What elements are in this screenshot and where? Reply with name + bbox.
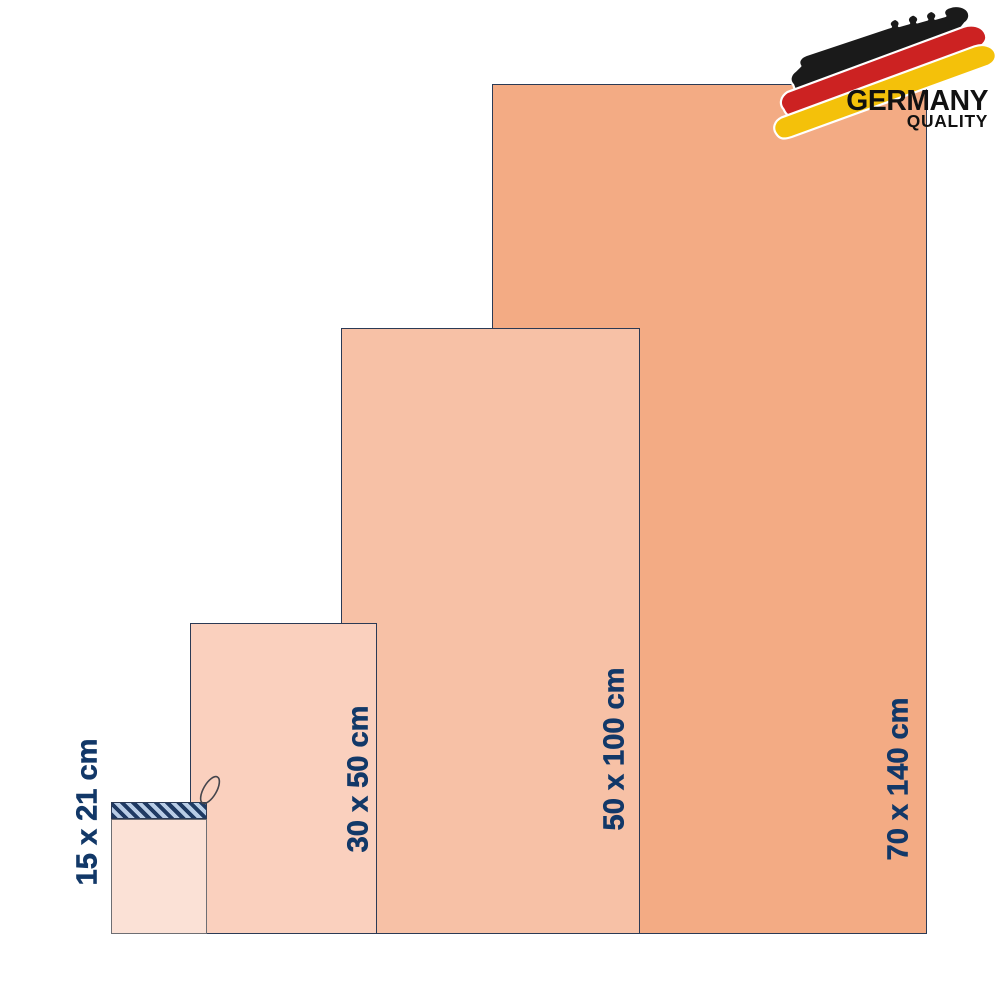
svg-text:QUALITY: QUALITY — [907, 111, 988, 131]
